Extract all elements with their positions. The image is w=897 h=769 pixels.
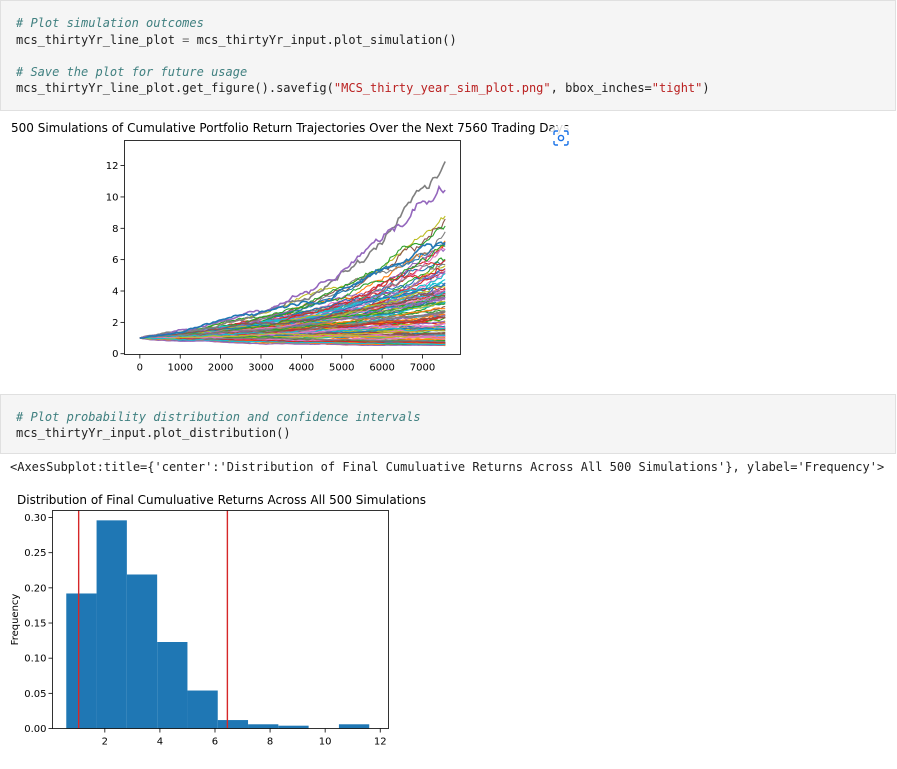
simulation-line [139,337,446,346]
simulation-line [139,329,446,340]
y-tick-label: 0.10 [24,654,46,665]
x-tick-label: 5000 [329,363,354,374]
histogram-bar [248,724,279,729]
x-tick-label: 0 [137,363,143,374]
y-tick-label: 6 [112,255,118,266]
code-paren: ) [702,81,710,95]
histogram-bar [157,642,188,729]
y-tick-label: 0 [112,349,118,360]
code-comment: # Save the plot for future usage [16,65,248,79]
line-chart-title: 500 Simulations of Cumulative Portfolio … [11,121,570,135]
code-call: mcs_thirtyYr_input.plot_simulation [196,33,443,47]
simulation-line [139,293,446,339]
code-string: "MCS_thirty_year_sim_plot.png" [333,81,551,95]
y-tick-label: 0.30 [24,513,46,524]
code-variable: mcs_thirtyYr_line_plot [16,33,175,47]
line-chart-series-group [139,161,446,347]
line-chart-axes: 0 1000 2000 3000 4000 5000 6000 7000 0 2 4 6 8 10 12 [106,161,435,373]
x-tick-label: 4000 [289,363,314,374]
x-tick-label: 6 [212,737,218,748]
simulation-line [139,310,446,339]
histogram-bar [217,720,249,729]
histogram-bar [126,574,158,729]
x-tick-label: 2000 [208,363,233,374]
y-tick-label: 4 [112,287,118,298]
histogram-bar [338,724,370,729]
x-tick-label: 8 [267,737,273,748]
code-paren: () [276,426,291,440]
histogram-ylabel: Frequency [10,594,21,646]
code-line: mcs_thirtyYr_input.plot_distribution() [16,425,291,441]
code-cell-plot-distribution[interactable]: # Plot probability distribution and conf… [0,394,896,454]
x-tick-label: 4 [157,737,163,748]
y-tick-label: 8 [112,224,118,235]
histogram-frame [52,510,389,729]
code-comment: # Plot simulation outcomes [16,16,204,30]
simulation-line [139,241,446,339]
y-tick-label: 0.20 [24,583,46,594]
x-tick-label: 2 [102,737,108,748]
simulation-line-chart: 0 1000 2000 3000 4000 5000 6000 7000 0 2 4 6 8 10 12 [106,140,461,374]
lens-scan-glyph [553,130,569,146]
y-tick-label: 0.25 [24,548,46,559]
simulation-line [139,327,446,339]
y-tick-label: 0.05 [24,689,46,700]
code-argument: , bbox_inches= [550,81,652,95]
x-tick-label: 7000 [410,363,435,374]
x-tick-label: 12 [374,737,387,748]
histogram-bar [187,690,218,729]
lens-scan-icon[interactable] [548,125,574,151]
code-comment: # Plot probability distribution and conf… [16,410,421,424]
histogram-bar [278,725,309,729]
code-string: "tight" [651,81,703,95]
simulation-line [139,161,446,339]
code-call: mcs_thirtyYr_line_plot.get_figure().save… [16,81,334,95]
simulation-line [139,335,446,342]
y-tick-label: 0.00 [24,724,46,735]
x-tick-label: 10 [319,737,332,748]
histogram-axes: 2 4 6 8 10 12 0.00 0.05 0.10 0.15 0.20 0.25 0.30 [24,513,386,747]
histogram-title: Distribution of Final Cumuluative Return… [17,493,426,507]
confidence-interval-lines [77,510,229,729]
histogram-bars [66,520,370,729]
distribution-histogram: 2 4 6 8 10 12 0.00 0.05 0.10 0.15 0.20 0.25 0.30 Fre… [10,510,389,748]
code-line: mcs_thirtyYr_line_plot.get_figure().save… [16,80,710,96]
y-tick-label: 2 [112,318,118,329]
simulation-line [139,337,446,344]
x-tick-label: 3000 [248,363,273,374]
y-tick-label: 0.15 [24,619,46,630]
histogram-bar [96,520,127,729]
code-operator: = [174,33,197,47]
y-tick-label: 10 [106,192,119,203]
code-cell-plot-simulation[interactable]: # Plot simulation outcomes mcs_thirtyYr_… [0,0,896,111]
simulation-line [139,184,446,339]
histogram-bar [66,593,97,729]
line-chart-frame [124,140,461,355]
code-line: mcs_thirtyYr_line_plot = mcs_thirtyYr_in… [16,32,457,48]
y-tick-label: 12 [106,161,119,172]
code-paren: () [442,33,457,47]
x-tick-label: 6000 [369,363,394,374]
output-repr-text: <AxesSubplot:title={'center':'Distributi… [10,460,885,474]
x-tick-label: 1000 [168,363,193,374]
simulation-line [139,337,446,347]
code-call: mcs_thirtyYr_input.plot_distribution [16,426,277,440]
